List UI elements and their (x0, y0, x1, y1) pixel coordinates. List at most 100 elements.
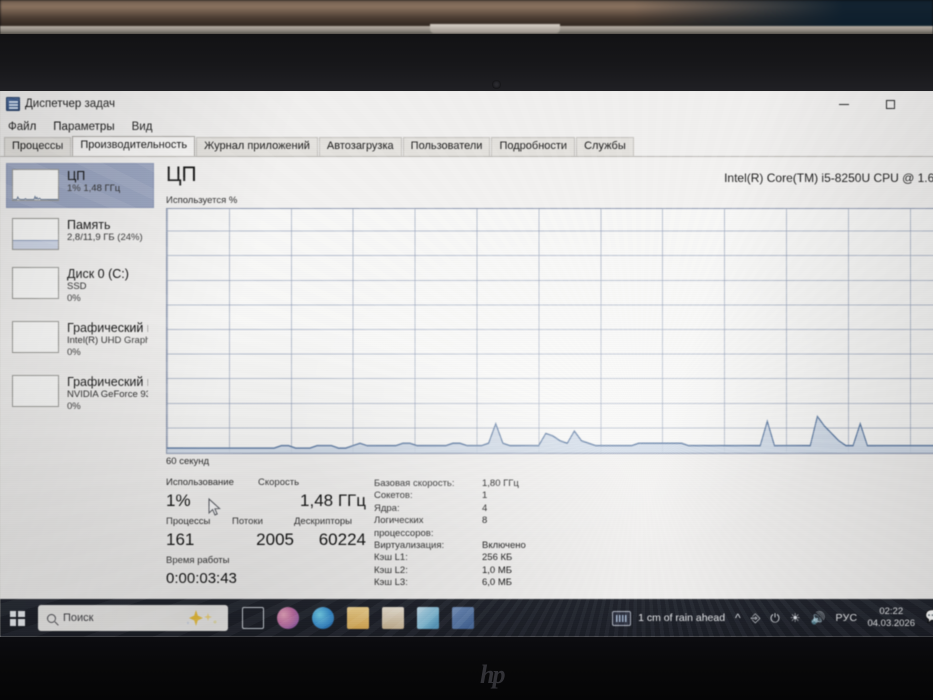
clock-date: 04.03.2026 (867, 618, 915, 629)
task-view-icon[interactable] (242, 607, 264, 629)
laptop-screen: Диспетчер задач Файл Параметры Вид Проце… (0, 91, 933, 637)
spec-value: 1 (482, 490, 488, 502)
spec-value: 8 (482, 515, 488, 527)
stat-uptime-value: 0:00:03:43 (166, 570, 237, 587)
spec-row-virtualization: Виртуализация: Включено (374, 540, 526, 552)
start-button[interactable] (0, 599, 34, 637)
spec-value: 1,0 МБ (482, 564, 512, 576)
sidebar-item-gpu0-title: Графический про (67, 321, 148, 335)
spec-value: 6,0 МБ (482, 577, 512, 589)
clock[interactable]: 02:22 04.03.2026 (867, 606, 915, 630)
disk-thumbnail (12, 267, 59, 299)
spec-label: Базовая скорость: (374, 478, 455, 489)
weather-text: 1 cm of rain ahead (638, 612, 726, 624)
sidebar-item-gpu1[interactable]: Графический про NVIDIA GeForce 930MX 0% (6, 369, 154, 419)
search-placeholder: Поиск (63, 612, 94, 624)
copilot-icon[interactable] (277, 607, 299, 629)
spec-row-logical-processors: Логических процессоров: 8 (374, 515, 526, 540)
stat-processes-label: Процессы (166, 516, 211, 527)
stat-speed-label: Скорость (258, 477, 300, 488)
sidebar-item-gpu0-pct: 0% (67, 346, 81, 358)
sidebar-item-memory[interactable]: Память 2,8/11,9 ГБ (24%) (6, 212, 154, 257)
spec-row-l3-cache: Кэш L3: 6,0 МБ (374, 577, 526, 589)
task-manager-icon (6, 97, 20, 111)
sidebar-item-cpu[interactable]: ЦП 1% 1,48 ГГц (6, 163, 154, 208)
screen-bezel-bottom (0, 637, 933, 700)
sidebar-item-disk0[interactable]: Диск 0 (C:) SSD 0% (6, 261, 154, 311)
memory-thumbnail (12, 218, 59, 250)
battery-icon[interactable]: ⏻ (770, 611, 780, 625)
spec-label: Ядра: (374, 502, 400, 514)
cpu-thumbnail (12, 169, 59, 201)
volume-icon[interactable]: 🔊 (810, 611, 826, 625)
minimize-button[interactable] (821, 91, 867, 117)
spec-row-base-speed: Базовая скорость: 1,80 ГГц (374, 478, 526, 490)
taskbar-app-icons (242, 607, 474, 629)
spec-value: 1,80 ГГц (482, 478, 519, 489)
file-explorer-icon[interactable] (347, 607, 369, 629)
search-input[interactable]: Поиск (38, 605, 228, 631)
cpu-usage-graph[interactable] (166, 208, 933, 454)
sidebar-item-gpu1-title: Графический про (67, 375, 148, 389)
stat-usage-value: 1% (166, 491, 191, 510)
tab-users[interactable]: Пользователи (402, 137, 491, 156)
tab-app-history[interactable]: Журнал приложений (196, 137, 318, 156)
spec-label: Виртуализация: (374, 540, 445, 552)
sidebar-item-gpu1-sub: NVIDIA GeForce 930MX (67, 389, 148, 400)
tab-details[interactable]: Подробности (491, 137, 576, 156)
spec-label: Кэш L2: (374, 564, 408, 576)
sidebar-item-gpu0[interactable]: Графический про Intel(R) UHD Graphics 6.… (6, 315, 154, 365)
menu-item-file[interactable]: Файл (8, 120, 37, 133)
bluetooth-icon[interactable]: ⎆ (750, 611, 761, 625)
show-hidden-icons-chevron-up-icon[interactable]: ^ (735, 611, 741, 625)
maximize-button[interactable] (867, 91, 913, 117)
cpu-model-label: Intel(R) Core(TM) i5-8250U CPU @ 1.60 (724, 171, 933, 185)
search-icon (47, 613, 56, 623)
task-manager-window: Диспетчер задач Файл Параметры Вид Проце… (0, 91, 933, 620)
spec-row-cores: Ядра: 4 (374, 503, 526, 515)
spec-label: Логических процессоров: (374, 515, 434, 539)
window-title: Диспетчер задач (25, 98, 115, 110)
spec-label: Кэш L3: (374, 577, 408, 589)
language-indicator[interactable]: РУС (835, 612, 858, 624)
graph-axis-label: Используется % (166, 195, 238, 206)
sidebar-item-memory-title: Память (67, 218, 111, 232)
tab-processes[interactable]: Процессы (4, 137, 72, 156)
stat-threads-label: Потоки (232, 516, 263, 527)
menu-bar: Файл Параметры Вид (0, 117, 933, 136)
network-icon[interactable]: ☀ (789, 611, 801, 625)
tab-startup[interactable]: Автозагрузка (318, 137, 402, 156)
microsoft-store-icon[interactable] (382, 607, 404, 629)
page-title: ЦП (166, 163, 197, 186)
sidebar-item-gpu1-pct: 0% (67, 400, 81, 412)
tab-performance[interactable]: Производительность (72, 136, 196, 156)
spec-row-sockets: Сокетов: 1 (374, 490, 526, 502)
spec-label: Сокетов: (374, 490, 413, 502)
sidebar-item-cpu-sub: 1% 1,48 ГГц (67, 183, 121, 194)
tab-services[interactable]: Службы (576, 137, 634, 156)
edge-icon[interactable] (312, 607, 334, 629)
spec-row-l2-cache: Кэш L2: 1,0 МБ (374, 565, 526, 577)
task-manager-taskbar-icon[interactable] (452, 607, 474, 629)
stats-right-column: Базовая скорость: 1,80 ГГц Сокетов: 1 Яд… (374, 476, 526, 591)
laptop-lid-notch (430, 24, 560, 33)
office-icon[interactable] (417, 607, 439, 629)
menu-item-view[interactable]: Вид (131, 120, 153, 133)
windows-logo-icon (9, 610, 25, 626)
window-body: ЦП 1% 1,48 ГГц Память 2,8/11,9 ГБ (24%) (0, 157, 933, 598)
gpu1-thumbnail (12, 375, 59, 407)
clock-time: 02:22 (879, 606, 904, 617)
menu-item-options[interactable]: Параметры (53, 120, 115, 133)
sidebar-item-disk0-sub: SSD (67, 281, 87, 292)
stat-uptime-label: Время работы (166, 555, 230, 566)
notification-center-icon[interactable]: 💬 (925, 609, 933, 623)
stat-processes-value: 161 (166, 530, 195, 549)
weather-widget[interactable]: 1 cm of rain ahead (612, 610, 726, 626)
spec-label: Кэш L1: (374, 552, 408, 564)
spec-value: Включено (482, 540, 526, 552)
mouse-cursor (208, 498, 221, 516)
cpu-detail-panel: ЦП Intel(R) Core(TM) i5-8250U CPU @ 1.60… (160, 157, 933, 598)
sidebar-item-cpu-title: ЦП (67, 169, 86, 183)
stat-handles-value: 60224 (318, 530, 366, 549)
